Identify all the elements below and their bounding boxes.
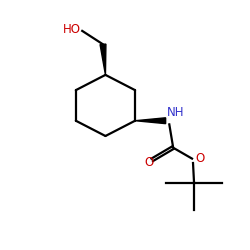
Text: NH: NH — [167, 106, 184, 119]
Text: HO: HO — [63, 23, 81, 36]
Polygon shape — [135, 118, 166, 124]
Polygon shape — [100, 44, 106, 75]
Text: O: O — [196, 152, 205, 165]
Text: O: O — [145, 156, 154, 169]
